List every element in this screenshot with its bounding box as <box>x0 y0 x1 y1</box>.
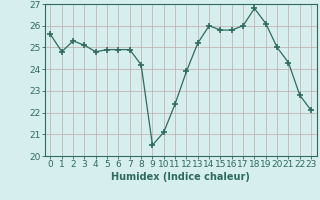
X-axis label: Humidex (Indice chaleur): Humidex (Indice chaleur) <box>111 172 250 182</box>
